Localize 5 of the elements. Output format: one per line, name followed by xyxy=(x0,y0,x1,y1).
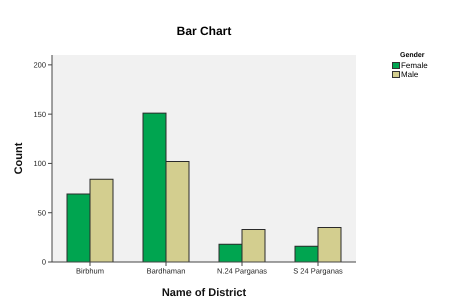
legend-label: Male xyxy=(401,70,418,79)
legend-label: Female xyxy=(401,61,428,70)
x-axis-title: Name of District xyxy=(162,287,247,298)
y-axis-title: Count xyxy=(12,142,25,174)
chart-title: Bar Chart xyxy=(176,24,232,38)
